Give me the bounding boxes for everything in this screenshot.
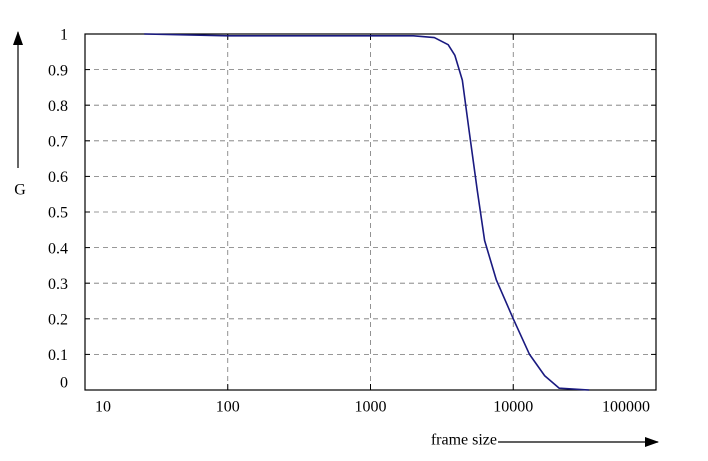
y-tick-label: 0.7	[48, 133, 68, 150]
y-tick-label: 0.1	[48, 347, 68, 364]
y-tick-label: 0.8	[48, 98, 68, 115]
y-tick-label: 0.2	[48, 311, 68, 328]
x-tick-label: 10000	[493, 399, 533, 416]
y-axis-label: G	[14, 182, 26, 199]
y-tick-label: 0.9	[48, 62, 68, 79]
y-tick-label: 0.3	[48, 276, 68, 293]
x-tick-label: 100000	[602, 399, 650, 416]
y-tick-label: 1	[60, 27, 68, 44]
data-line	[144, 33, 590, 391]
y-tick-label: 0.4	[48, 240, 68, 257]
x-tick-label: 10	[95, 399, 111, 416]
x-tick-label: 1000	[355, 399, 387, 416]
y-tick-label: 0	[60, 375, 68, 392]
x-axis-label: frame size	[431, 432, 497, 449]
y-tick-label: 0.6	[48, 169, 68, 186]
x-tick-label: 100	[216, 399, 240, 416]
plot-frame	[84, 33, 657, 391]
y-tick-label: 0.5	[48, 205, 68, 222]
